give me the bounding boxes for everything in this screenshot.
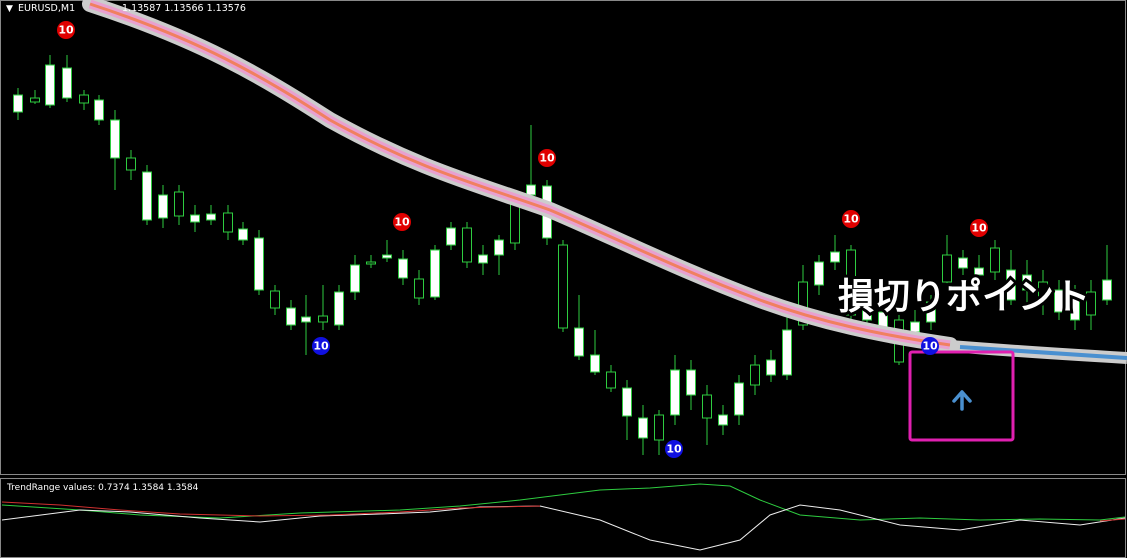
candle-body — [62, 67, 72, 99]
candle-body — [94, 99, 104, 121]
candle-body — [318, 315, 328, 323]
up-arrow — [952, 390, 972, 411]
symbol: EURUSD,M1 — [18, 3, 75, 14]
candle-body — [590, 354, 600, 373]
candle-body — [301, 316, 311, 323]
candle-body — [862, 309, 872, 321]
candle-body — [606, 371, 616, 389]
candle-body — [478, 254, 488, 264]
candle-body — [558, 244, 568, 329]
indicator-red — [1, 501, 541, 517]
sell_signals-label: 10 — [843, 213, 859, 226]
candle-body — [734, 382, 744, 416]
candle-body — [990, 247, 1000, 273]
candle-body — [79, 94, 89, 104]
indicator-white — [1, 504, 1126, 551]
candle-body — [398, 258, 408, 279]
sell_signals-label: 10 — [971, 222, 987, 235]
candle-body — [30, 97, 40, 103]
main-window — [0, 0, 1126, 475]
buy_signals-label: 10 — [922, 340, 938, 353]
candle-body — [270, 290, 280, 309]
buy_signals-marker — [921, 337, 939, 355]
candle-body — [223, 212, 233, 233]
candle-body — [574, 327, 584, 357]
candle-body — [1022, 274, 1032, 291]
candle-body — [126, 157, 136, 171]
buy_signals-label: 10 — [666, 443, 682, 456]
candle-body — [462, 227, 472, 263]
ma-line-blue — [959, 345, 1127, 360]
signals: 10 10 10 10 10 10 10 10 — [57, 21, 988, 458]
candle-body — [1086, 291, 1096, 316]
candle-body — [702, 394, 712, 419]
candle-body — [446, 227, 456, 246]
candle-body — [686, 369, 696, 396]
candle-body — [766, 359, 776, 376]
indicator-label: TrendRange values: 0.7374 1.3584 1.3584 — [6, 483, 199, 493]
buy_signals-marker — [312, 337, 330, 355]
sell_signals-marker — [970, 219, 988, 237]
buy_signals-marker — [665, 440, 683, 458]
candle-body — [494, 239, 504, 256]
candle-body — [638, 417, 648, 439]
indicator-green — [1, 483, 1126, 521]
candle-body — [526, 184, 536, 196]
candle-body — [750, 364, 760, 386]
sell_signals-marker — [57, 21, 75, 39]
candle-body — [798, 281, 808, 326]
indicator-red-end — [1099, 518, 1126, 522]
indicator-window — [0, 478, 1126, 558]
candle-body — [174, 191, 184, 217]
candle-body — [334, 291, 344, 326]
candle-body — [45, 64, 55, 106]
candle-body — [158, 194, 168, 219]
candle-body — [254, 237, 264, 291]
candle-body — [718, 414, 728, 426]
prices: 1.13587 1.13566 1.13576 — [122, 3, 246, 14]
candle-body — [846, 249, 856, 316]
candle-body — [350, 264, 360, 293]
candle-body — [286, 307, 296, 326]
candle-body — [1054, 289, 1064, 313]
highlight-box — [908, 350, 1015, 442]
candle-body — [670, 369, 680, 416]
candle-body — [654, 414, 664, 441]
candle-body — [926, 301, 936, 323]
candle-body — [830, 251, 840, 263]
candle-body — [366, 261, 376, 265]
candle-body — [13, 94, 23, 113]
candle-body — [110, 119, 120, 159]
candle-body — [1006, 269, 1016, 301]
candle-body — [622, 387, 632, 417]
candle-body — [1038, 281, 1048, 301]
candle-body — [910, 321, 920, 333]
sell_signals-marker — [393, 213, 411, 231]
candle-body — [414, 278, 424, 299]
candle-body — [430, 249, 440, 298]
candle-body — [814, 261, 824, 286]
sell_signals-marker — [842, 210, 860, 228]
sell_signals-label: 10 — [539, 152, 555, 165]
sell_signals-marker — [538, 149, 556, 167]
buy_signals-label: 10 — [313, 340, 329, 353]
symbol-icon: ▼ — [6, 4, 13, 14]
sell_signals-label: 10 — [58, 24, 74, 37]
candle-body — [190, 214, 200, 223]
candle-body — [142, 171, 152, 221]
candle-body — [942, 254, 952, 283]
candle-body — [206, 213, 216, 221]
candle-body — [1070, 294, 1080, 321]
candle-body — [974, 267, 984, 276]
ma-line — [89, 2, 951, 347]
sell_signals-label: 10 — [394, 216, 410, 229]
candle-body — [1102, 279, 1112, 301]
candle-body — [782, 329, 792, 376]
candle-body — [238, 228, 248, 241]
annotation: 損切りポイント — [838, 276, 1090, 318]
candle-body — [382, 254, 392, 259]
candle-body — [958, 257, 968, 269]
